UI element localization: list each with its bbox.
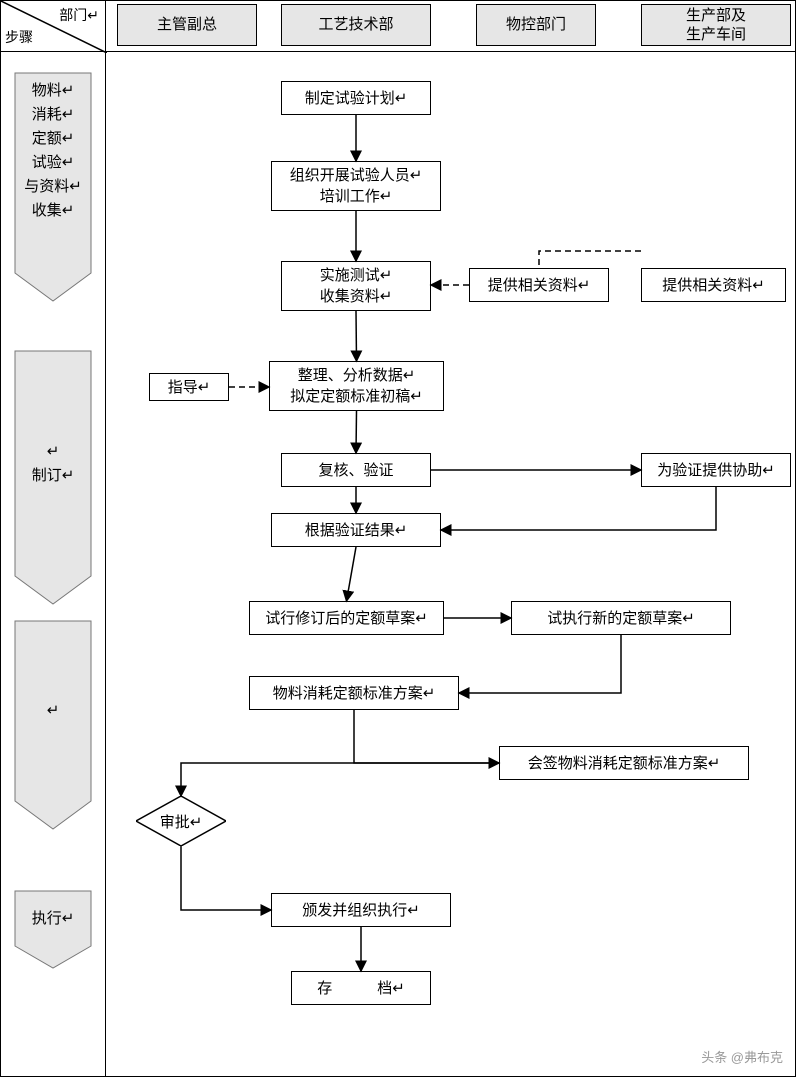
n_archive: 存 档↵: [291, 971, 431, 1005]
n_scheme: 物料消耗定额标准方案↵: [249, 676, 459, 710]
n_guide: 指导↵: [149, 373, 229, 401]
edge-4: [347, 547, 357, 601]
corner-bottom-text: 步骤: [5, 27, 33, 47]
edge-13: [459, 635, 621, 693]
n_test: 实施测试↵ 收集资料↵: [281, 261, 431, 311]
edge-2: [356, 311, 357, 361]
n_trial: 试行修订后的定额草案↵: [249, 601, 444, 635]
flowchart-canvas: 部门↵ 步骤 主管副总 工艺技术部 物控部门 生产部及 生产车间 制定试验计划↵…: [0, 0, 796, 1077]
corner-top-text: 部门↵: [59, 5, 99, 25]
watermark: 头条 @弗布克: [701, 1047, 783, 1066]
edge-10: [441, 487, 716, 530]
n_issue: 颁发并组织执行↵: [271, 893, 451, 927]
header-tech: 工艺技术部: [281, 4, 431, 46]
n_plan: 制定试验计划↵: [281, 81, 431, 115]
header-corner: 部门↵ 步骤: [0, 0, 106, 52]
n_assist: 为验证提供协助↵: [641, 453, 791, 487]
phase-exec-label: 执行↵: [15, 891, 91, 946]
edge-3: [356, 411, 357, 453]
phase-draft-label: ↵制订↵: [15, 351, 91, 576]
n_result: 根据验证结果↵: [271, 513, 441, 547]
edge-14: [354, 710, 499, 763]
header-divider: [1, 51, 795, 52]
header-vp: 主管副总: [117, 4, 257, 46]
edge-15: [181, 763, 499, 796]
n_mat_provide: 提供相关资料↵: [469, 268, 609, 302]
phase-collect-label: 物料↵消耗↵定额↵试验↵与资料↵收集↵: [15, 73, 91, 273]
n_prod_provide: 提供相关资料↵: [641, 268, 786, 302]
n_trynew: 试执行新的定额草案↵: [511, 601, 731, 635]
edge-16: [181, 846, 271, 910]
edge-7: [539, 251, 641, 268]
phase-blank-label: ↵: [15, 621, 91, 801]
header-prod: 生产部及 生产车间: [641, 4, 791, 46]
header-material: 物控部门: [476, 4, 596, 46]
n_sign: 会签物料消耗定额标准方案↵: [499, 746, 749, 780]
n_verify: 复核、验证: [281, 453, 431, 487]
n_analyze: 整理、分析数据↵ 拟定定额标准初稿↵: [269, 361, 444, 411]
left-col-divider: [105, 1, 106, 1077]
n_train: 组织开展试验人员↵ 培训工作↵: [271, 161, 441, 211]
d_approve: 审批↵: [136, 796, 226, 846]
